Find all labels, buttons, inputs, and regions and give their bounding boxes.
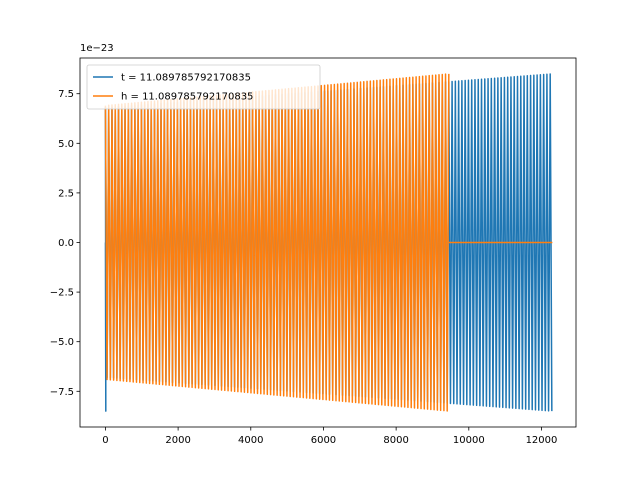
y-tick-label: 2.5 [58, 188, 74, 199]
x-tick-label: 4000 [238, 435, 263, 446]
legend-label-1: h = 11.089785792170835 [121, 92, 253, 103]
x-tick-label: 10000 [453, 435, 485, 446]
x-tick-label: 2000 [165, 435, 190, 446]
x-tick-label: 0 [102, 435, 108, 446]
y-tick-label: 7.5 [58, 89, 74, 100]
legend-box [86, 64, 321, 110]
y-tick-label: 0.0 [58, 238, 74, 249]
y-offset-label: 1e−23 [80, 43, 114, 54]
y-tick-label: 5.0 [58, 139, 74, 150]
x-tick-label: 6000 [311, 435, 336, 446]
plot-area [104, 73, 553, 412]
series-line-1 [104, 73, 450, 412]
x-tick-label: 8000 [383, 435, 408, 446]
x-axis: 0 2000 4000 6000 8000 10000 12000 [102, 427, 557, 446]
legend-label-0: t = 11.089785792170835 [121, 73, 251, 84]
legend: t = 11.089785792170835 h = 11.08978579217… [86, 64, 321, 110]
y-tick-label: −5.0 [50, 337, 74, 348]
y-tick-label: −7.5 [50, 387, 74, 398]
y-axis: 7.5 5.0 2.5 0.0 −2.5 −5.0 −7.5 [50, 89, 80, 398]
y-tick-label: −2.5 [50, 288, 74, 299]
x-tick-label: 12000 [526, 435, 558, 446]
